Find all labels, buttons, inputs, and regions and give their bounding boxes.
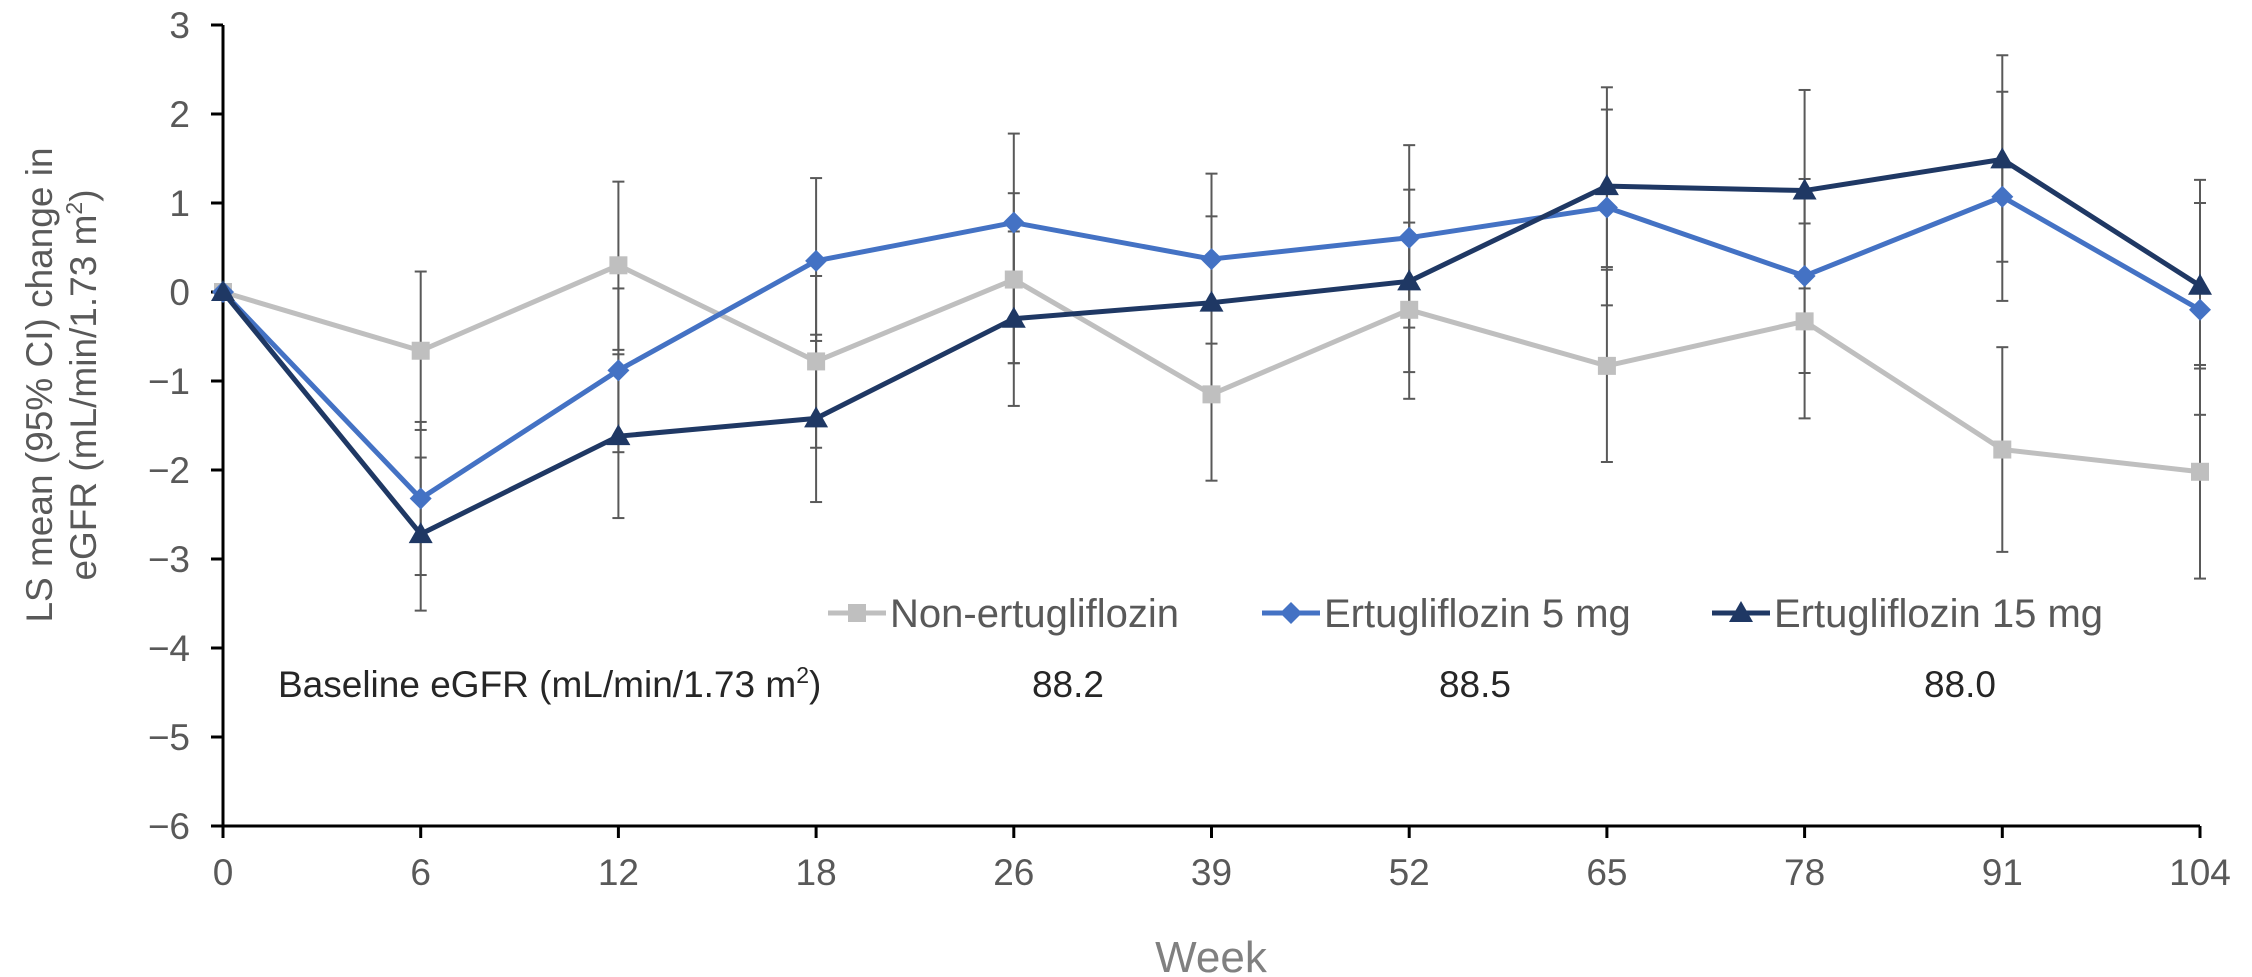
baseline-row: Baseline eGFR (mL/min/1.73 m2) 88.2 88.5… xyxy=(278,662,1996,705)
x-axis-title: Week xyxy=(1155,933,1268,977)
y-tick-label: −2 xyxy=(148,450,190,491)
y-tick-label: −3 xyxy=(148,539,190,580)
data-point-ertugliflozin-15-mg xyxy=(1397,269,1422,291)
x-tick-label: 65 xyxy=(1586,852,1627,893)
legend-item-ertugliflozin-5-mg: Ertugliflozin 5 mg xyxy=(1262,592,1631,636)
y-axis-title-line1: LS mean (95% CI) change in xyxy=(19,147,60,622)
x-tick-label: 104 xyxy=(2169,852,2231,893)
legend-marker-ertugliflozin-5-mg xyxy=(1280,602,1302,624)
data-point-non-ertugliflozin xyxy=(807,352,826,371)
data-point-ertugliflozin-15-mg xyxy=(2188,273,2212,295)
y-tick-label: 1 xyxy=(169,183,190,224)
y-tick-label: 3 xyxy=(169,5,190,46)
x-tick-label: 78 xyxy=(1784,852,1825,893)
y-tick-label: 2 xyxy=(169,94,190,135)
x-tick-label: 52 xyxy=(1389,852,1430,893)
data-point-ertugliflozin-5-mg xyxy=(1398,226,1421,249)
data-point-ertugliflozin-5-mg xyxy=(2189,298,2211,321)
data-point-non-ertugliflozin xyxy=(609,256,628,275)
y-axis-title-line2: eGFR (mL/min/1.73 m2) xyxy=(61,189,104,580)
data-point-non-ertugliflozin xyxy=(1795,312,1814,331)
data-point-ertugliflozin-15-mg xyxy=(1199,290,1224,312)
data-point-ertugliflozin-5-mg xyxy=(1793,264,1816,287)
y-axis-title: LS mean (95% CI) change in eGFR (mL/min/… xyxy=(19,147,104,622)
legend: Non-ertugliflozin Ertugliflozin 5 mg Ertug… xyxy=(828,592,2103,636)
data-point-ertugliflozin-5-mg xyxy=(1595,196,1618,219)
data-point-ertugliflozin-5-mg xyxy=(1002,211,1025,234)
data-point-non-ertugliflozin xyxy=(1004,270,1023,289)
baseline-value-ertugliflozin-5mg: 88.5 xyxy=(1439,664,1511,705)
y-tick-label: −1 xyxy=(148,361,190,402)
legend-marker-ertugliflozin-15-mg xyxy=(1729,601,1753,622)
data-point-ertugliflozin-15-mg xyxy=(606,424,631,446)
data-point-non-ertugliflozin xyxy=(1400,300,1419,319)
data-point-ertugliflozin-15-mg xyxy=(408,522,433,544)
data-point-ertugliflozin-15-mg xyxy=(1990,147,2015,169)
data-point-non-ertugliflozin xyxy=(2191,462,2209,481)
data-point-ertugliflozin-15-mg xyxy=(1792,178,1817,200)
data-point-non-ertugliflozin xyxy=(1993,440,2012,459)
x-tick-label: 91 xyxy=(1982,852,2023,893)
data-point-non-ertugliflozin xyxy=(1597,356,1616,375)
y-ticks: 3 2 1 0 −1 −2 −3 −4 −5 −6 xyxy=(148,5,223,847)
data-point-non-ertugliflozin xyxy=(1202,385,1221,404)
data-point-ertugliflozin-5-mg xyxy=(1200,248,1223,271)
legend-label: Ertugliflozin 15 mg xyxy=(1774,592,2103,636)
legend-item-non-ertugliflozin: Non-ertugliflozin xyxy=(828,592,1179,636)
y-tick-label: −6 xyxy=(148,806,190,847)
x-tick-label: 12 xyxy=(598,852,639,893)
legend-label: Non-ertugliflozin xyxy=(890,592,1179,636)
data-point-ertugliflozin-15-mg xyxy=(1594,174,1619,196)
legend-marker-non-ertugliflozin xyxy=(848,604,866,622)
x-tick-label: 26 xyxy=(993,852,1034,893)
x-tick-label: 39 xyxy=(1191,852,1232,893)
data-point-ertugliflozin-15-mg xyxy=(1001,306,1026,328)
series-markers xyxy=(211,147,2212,544)
data-point-ertugliflozin-15-mg xyxy=(804,406,829,428)
data-point-ertugliflozin-5-mg xyxy=(805,249,828,272)
data-point-ertugliflozin-15-mg xyxy=(211,280,235,301)
x-tick-label: 18 xyxy=(796,852,837,893)
y-tick-label: 0 xyxy=(169,272,190,313)
y-tick-label: −4 xyxy=(148,628,190,669)
legend-item-ertugliflozin-15-mg: Ertugliflozin 15 mg xyxy=(1712,592,2103,636)
data-point-ertugliflozin-5-mg xyxy=(1991,185,2014,208)
data-point-non-ertugliflozin xyxy=(411,341,430,360)
baseline-value-non-ertugliflozin: 88.2 xyxy=(1032,664,1104,705)
legend-label: Ertugliflozin 5 mg xyxy=(1324,592,1631,636)
x-ticks: 0 6 12 18 26 39 52 65 78 91 104 xyxy=(213,826,2231,893)
data-point-ertugliflozin-5-mg xyxy=(409,487,432,510)
x-tick-label: 0 xyxy=(213,852,234,893)
data-point-ertugliflozin-5-mg xyxy=(607,359,630,382)
baseline-label: Baseline eGFR (mL/min/1.73 m2) xyxy=(278,662,821,705)
y-tick-label: −5 xyxy=(148,717,190,758)
baseline-value-ertugliflozin-15mg: 88.0 xyxy=(1924,664,1996,705)
x-tick-label: 6 xyxy=(410,852,431,893)
